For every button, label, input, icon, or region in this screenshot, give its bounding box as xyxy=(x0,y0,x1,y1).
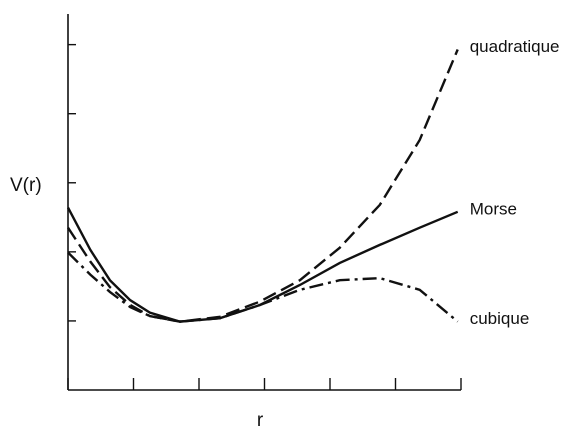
series-line xyxy=(66,49,459,323)
series-line xyxy=(67,251,459,323)
series-label: cubique xyxy=(470,309,530,328)
y-axis-label: V(r) xyxy=(10,175,42,196)
x-axis-label: r xyxy=(257,410,264,430)
series-label: quadratique xyxy=(470,37,560,56)
series-label: Morse xyxy=(470,199,517,218)
